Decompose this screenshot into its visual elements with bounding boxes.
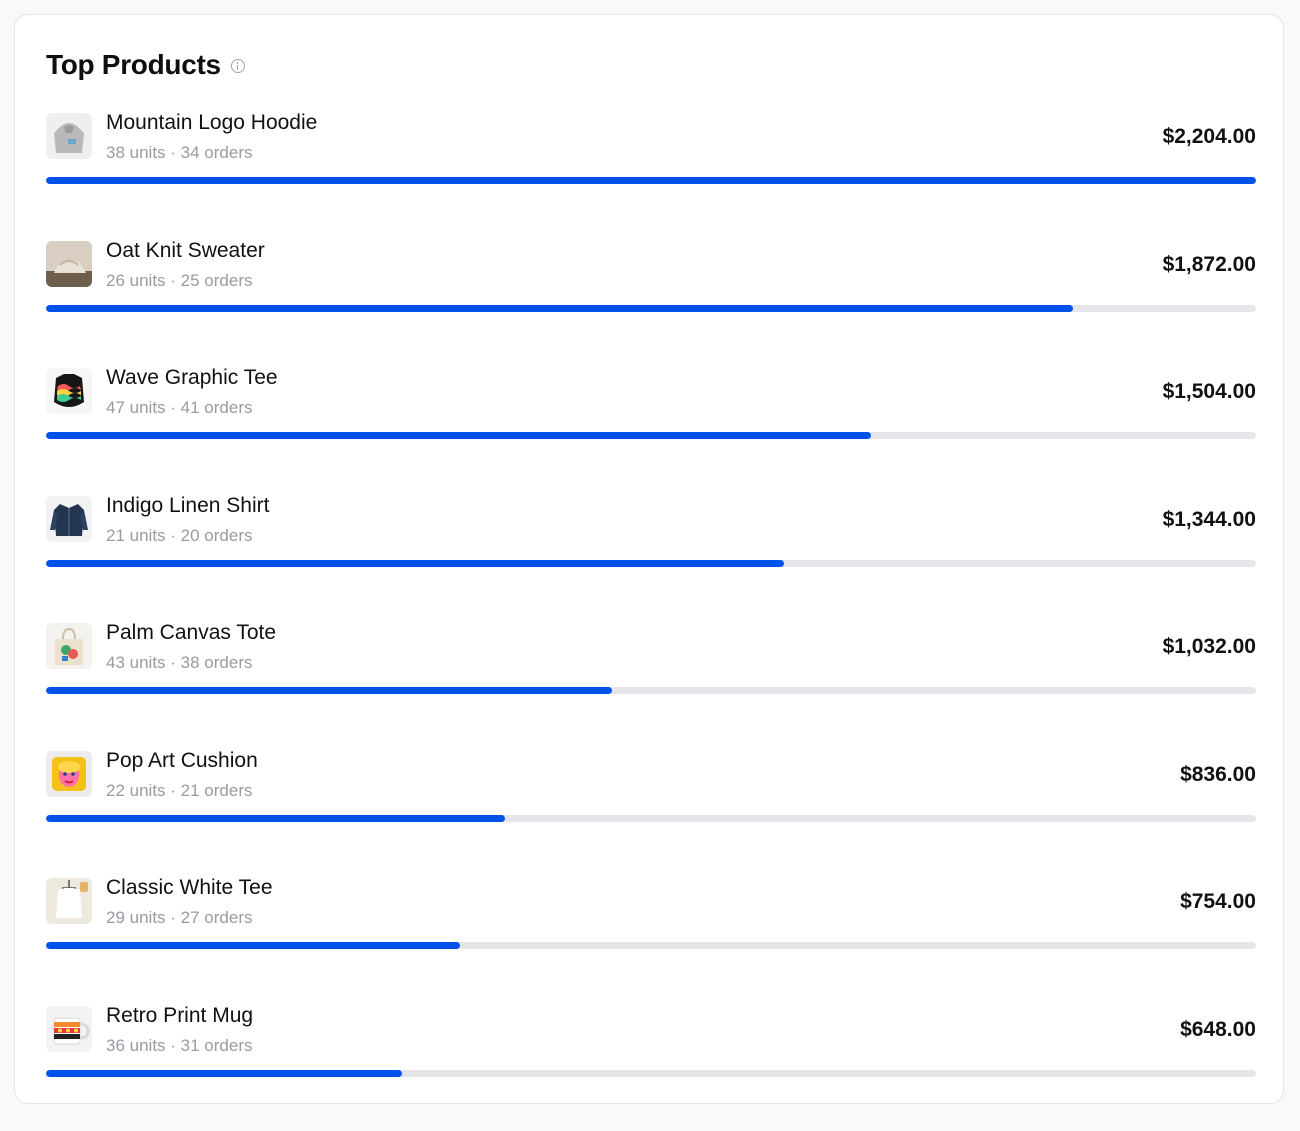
product-revenue: $1,344.00 [1163,508,1256,532]
top-products-card: Top Products Mountain Logo Hoodie 38 uni… [14,14,1284,1104]
revenue-bar-fill [46,815,505,822]
product-name: Pop Art Cushion [106,749,258,773]
mug-thumbnail-icon [46,1006,92,1052]
revenue-bar-fill [46,1070,402,1077]
product-name: Indigo Linen Shirt [106,494,269,518]
product-row[interactable]: Classic White Tee 29 units · 27 orders $… [46,876,1256,1004]
revenue-bar-track [46,687,1256,694]
product-revenue: $648.00 [1180,1018,1256,1042]
product-meta: 26 units · 25 orders [106,271,252,291]
revenue-bar-track [46,1070,1256,1077]
product-row[interactable]: Wave Graphic Tee 47 units · 41 orders $1… [46,366,1256,494]
tee-thumbnail-icon [46,368,92,414]
product-meta: 47 units · 41 orders [106,398,252,418]
product-revenue: $836.00 [1180,763,1256,787]
product-name: Retro Print Mug [106,1004,253,1028]
product-row[interactable]: Oat Knit Sweater 26 units · 25 orders $1… [46,239,1256,367]
product-meta: 21 units · 20 orders [106,526,252,546]
product-meta: 36 units · 31 orders [106,1036,252,1056]
product-name: Palm Canvas Tote [106,621,276,645]
revenue-bar-fill [46,942,460,949]
revenue-bar-track [46,305,1256,312]
product-row[interactable]: Indigo Linen Shirt 21 units · 20 orders … [46,494,1256,622]
revenue-bar-track [46,432,1256,439]
revenue-bar-track [46,177,1256,184]
product-revenue: $754.00 [1180,890,1256,914]
white-tee-thumbnail-icon [46,878,92,924]
sweater-thumbnail-icon [46,241,92,287]
product-list: Mountain Logo Hoodie 38 units · 34 order… [46,111,1256,1131]
product-name: Oat Knit Sweater [106,239,265,263]
product-revenue: $2,204.00 [1163,125,1256,149]
product-meta: 43 units · 38 orders [106,653,252,673]
product-row[interactable]: Pop Art Cushion 22 units · 21 orders $83… [46,749,1256,877]
tote-thumbnail-icon [46,623,92,669]
product-meta: 38 units · 34 orders [106,143,252,163]
product-revenue: $1,504.00 [1163,380,1256,404]
product-name: Classic White Tee [106,876,273,900]
info-icon[interactable] [231,59,245,73]
product-row[interactable]: Mountain Logo Hoodie 38 units · 34 order… [46,111,1256,239]
revenue-bar-fill [46,177,1256,184]
revenue-bar-fill [46,305,1073,312]
product-revenue: $1,872.00 [1163,253,1256,277]
product-row[interactable]: Retro Print Mug 36 units · 31 orders $64… [46,1004,1256,1131]
cushion-thumbnail-icon [46,751,92,797]
revenue-bar-track [46,942,1256,949]
revenue-bar-track [46,560,1256,567]
revenue-bar-fill [46,560,784,567]
product-row[interactable]: Palm Canvas Tote 43 units · 38 orders $1… [46,621,1256,749]
product-meta: 22 units · 21 orders [106,781,252,801]
product-name: Mountain Logo Hoodie [106,111,317,135]
card-title: Top Products [46,49,221,81]
product-revenue: $1,032.00 [1163,635,1256,659]
hoodie-thumbnail-icon [46,113,92,159]
card-header: Top Products [46,49,245,81]
product-meta: 29 units · 27 orders [106,908,252,928]
product-name: Wave Graphic Tee [106,366,278,390]
revenue-bar-track [46,815,1256,822]
revenue-bar-fill [46,687,612,694]
revenue-bar-fill [46,432,871,439]
shirt-thumbnail-icon [46,496,92,542]
